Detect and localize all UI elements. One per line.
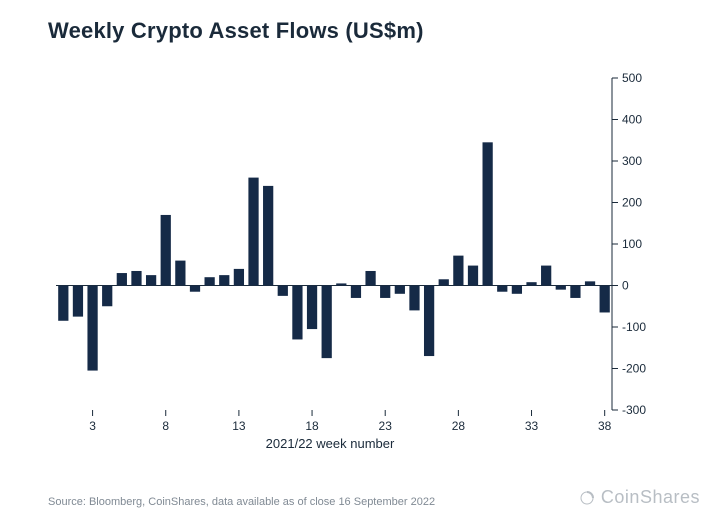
y-tick-label: 500 xyxy=(622,71,642,85)
bar xyxy=(570,286,580,298)
bar xyxy=(526,282,536,285)
bar xyxy=(453,256,463,286)
x-tick-label: 18 xyxy=(305,419,319,433)
bar xyxy=(336,283,346,285)
x-tick-label: 8 xyxy=(162,419,169,433)
bar xyxy=(263,186,273,286)
bar xyxy=(175,261,185,286)
y-tick-label: 100 xyxy=(622,237,642,251)
bar xyxy=(87,286,97,371)
bar xyxy=(58,286,68,321)
bar xyxy=(351,286,361,298)
bar xyxy=(307,286,317,330)
bar xyxy=(600,286,610,313)
y-tick-label: 400 xyxy=(622,113,642,127)
x-tick-label: 23 xyxy=(379,419,393,433)
coinshares-icon xyxy=(579,490,595,506)
x-axis-label: 2021/22 week number xyxy=(48,436,612,451)
bar xyxy=(424,286,434,357)
bar xyxy=(131,271,141,286)
x-tick-label: 33 xyxy=(525,419,539,433)
bar xyxy=(395,286,405,294)
bar xyxy=(497,286,507,292)
bar xyxy=(146,275,156,285)
bar xyxy=(234,269,244,286)
chart-title: Weekly Crypto Asset Flows (US$m) xyxy=(48,18,424,44)
bar xyxy=(248,178,258,286)
bar xyxy=(468,266,478,286)
chart-page: Weekly Crypto Asset Flows (US$m) -300 -20… xyxy=(0,0,718,518)
bar xyxy=(219,275,229,285)
y-tick-label: -200 xyxy=(622,362,646,376)
bar xyxy=(585,281,595,285)
bar xyxy=(322,286,332,359)
bar xyxy=(380,286,390,298)
y-tick-label: -300 xyxy=(622,403,646,417)
bar xyxy=(292,286,302,340)
bar xyxy=(205,277,215,285)
x-tick-label: 3 xyxy=(89,419,96,433)
x-tick-label: 13 xyxy=(232,419,246,433)
bar xyxy=(483,142,493,285)
brand-logo: CoinShares xyxy=(579,487,700,508)
x-tick-label: 38 xyxy=(598,419,612,433)
x-tick-label: 28 xyxy=(452,419,466,433)
bar xyxy=(556,286,566,290)
bar xyxy=(439,279,449,285)
bar xyxy=(102,286,112,307)
bar xyxy=(73,286,83,317)
bar xyxy=(190,286,200,292)
source-caption: Source: Bloomberg, CoinShares, data avai… xyxy=(48,496,435,508)
brand-text-shares: Shares xyxy=(640,487,700,507)
y-tick-label: 300 xyxy=(622,154,642,168)
bar xyxy=(541,266,551,286)
bar xyxy=(161,215,171,286)
bar xyxy=(365,271,375,286)
bar xyxy=(278,286,288,296)
bar-chart: -300-200-1000100200300400500381318232833… xyxy=(48,70,658,450)
y-tick-label: -100 xyxy=(622,320,646,334)
y-tick-label: 200 xyxy=(622,196,642,210)
y-tick-label: 0 xyxy=(622,279,629,293)
bar xyxy=(512,286,522,294)
brand-text-coin: Coin xyxy=(601,487,640,507)
bar xyxy=(409,286,419,311)
bar xyxy=(117,273,127,285)
